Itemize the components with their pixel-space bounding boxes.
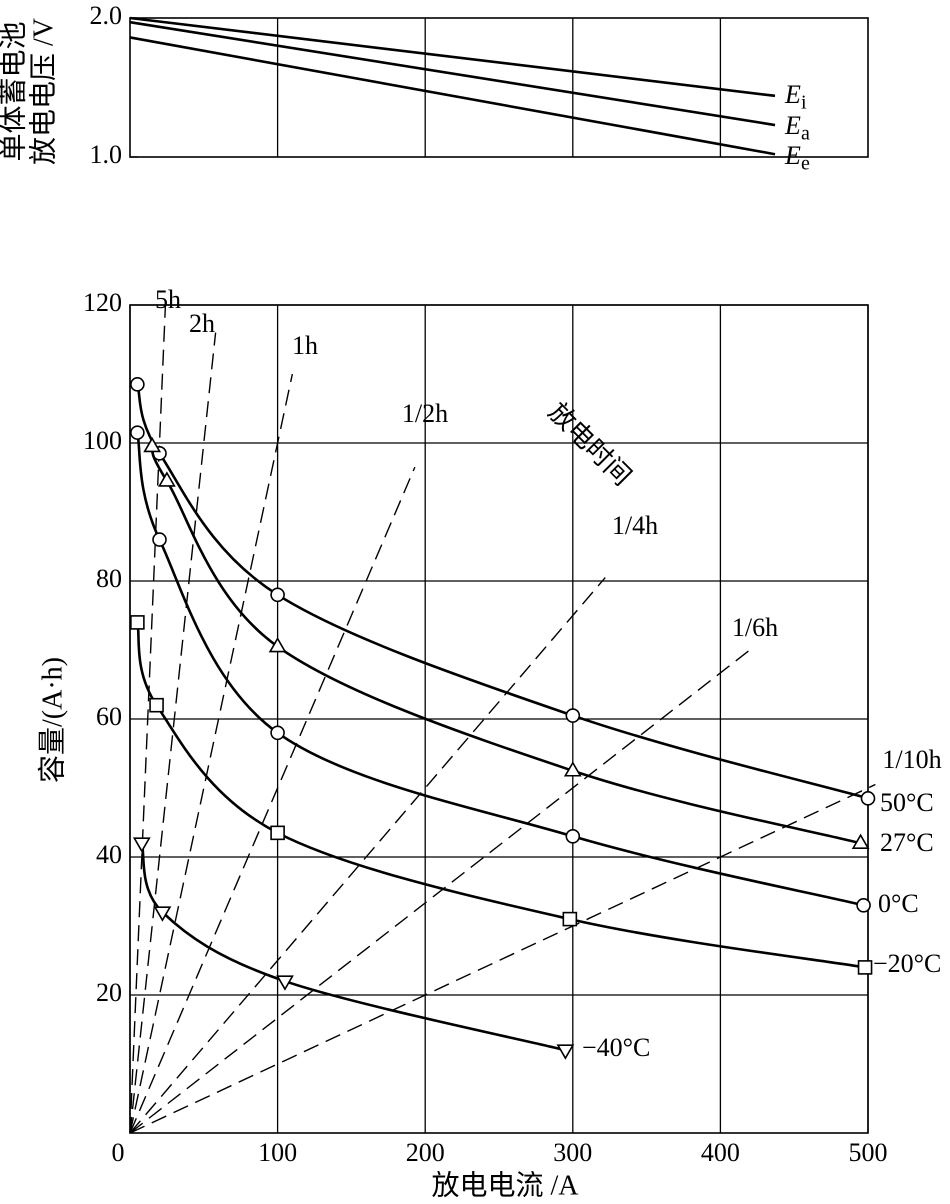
series-line	[129, 16, 776, 98]
series-label: E	[784, 80, 801, 109]
series-label: −20°C	[873, 949, 941, 978]
time-label: 2h	[189, 309, 215, 338]
marker	[158, 471, 176, 487]
series-line	[140, 842, 566, 1052]
series-line	[136, 622, 866, 969]
time-line	[129, 304, 167, 1134]
marker	[276, 975, 294, 991]
time-title: 放电时间	[543, 397, 637, 491]
marker	[556, 1044, 575, 1060]
time-line	[129, 783, 876, 1134]
marker	[270, 725, 285, 741]
marker	[270, 825, 285, 841]
series-label-subscript: e	[801, 153, 810, 175]
x-tick-label: 500	[849, 1138, 888, 1167]
time-line	[129, 373, 294, 1134]
time-label: 1/10h	[882, 745, 941, 774]
marker	[130, 425, 145, 440]
marker	[562, 911, 578, 927]
series-label: E	[784, 111, 801, 140]
time-label: 1h	[292, 331, 318, 360]
marker	[565, 708, 581, 723]
marker	[270, 587, 285, 603]
x-tick-label: 300	[553, 1138, 592, 1167]
series-label: −40°C	[582, 1033, 650, 1062]
series-label-subscript: i	[801, 92, 807, 114]
marker	[860, 791, 876, 806]
series-line	[150, 445, 861, 845]
x-tick-label: 200	[406, 1138, 445, 1167]
y-tick-label: 120	[83, 288, 122, 317]
series-label-subscript: a	[801, 123, 810, 145]
time-line	[129, 332, 217, 1134]
marker	[857, 960, 873, 975]
marker	[132, 837, 151, 853]
y-tick-label: 1.0	[90, 140, 123, 169]
plot-frame	[129, 17, 869, 158]
marker	[130, 615, 145, 630]
x-axis-label: 放电电流 /A	[431, 1169, 579, 1201]
y-axis-label: 容量/(A·h)	[36, 657, 68, 783]
y-tick-label: 2.0	[90, 1, 123, 30]
series-label: E	[784, 141, 801, 170]
y-axis-label: 放电电压 /V	[27, 18, 59, 165]
y-tick-label: 60	[96, 702, 122, 731]
marker	[130, 377, 145, 392]
time-label: 1/4h	[612, 511, 658, 540]
series-line	[129, 36, 776, 156]
y-tick-label: 80	[96, 564, 122, 593]
series-label: 50°C	[880, 788, 934, 817]
series-label: 0°C	[878, 889, 919, 918]
marker	[143, 436, 162, 453]
time-label: 5h	[155, 285, 181, 314]
x-tick-label: 0	[112, 1138, 125, 1167]
time-label: 1/6h	[732, 613, 778, 642]
marker	[856, 897, 871, 913]
time-line	[129, 577, 606, 1134]
series-label: 27°C	[880, 828, 934, 857]
marker	[851, 833, 870, 850]
time-line	[129, 466, 416, 1134]
y-tick-label: 20	[96, 978, 122, 1007]
y-axis-label: 单体蓄电池	[0, 21, 29, 161]
y-tick-label: 40	[96, 840, 122, 869]
series-line	[136, 432, 864, 907]
time-label: 1/2h	[402, 399, 448, 428]
y-tick-label: 100	[83, 426, 122, 455]
series-line	[136, 383, 869, 800]
marker	[153, 906, 172, 922]
marker	[149, 697, 164, 713]
marker	[152, 532, 167, 547]
x-tick-label: 100	[258, 1138, 297, 1167]
marker	[563, 761, 582, 777]
series-line	[129, 20, 776, 127]
marker	[565, 828, 581, 844]
marker	[268, 636, 287, 653]
x-tick-label: 400	[701, 1138, 740, 1167]
